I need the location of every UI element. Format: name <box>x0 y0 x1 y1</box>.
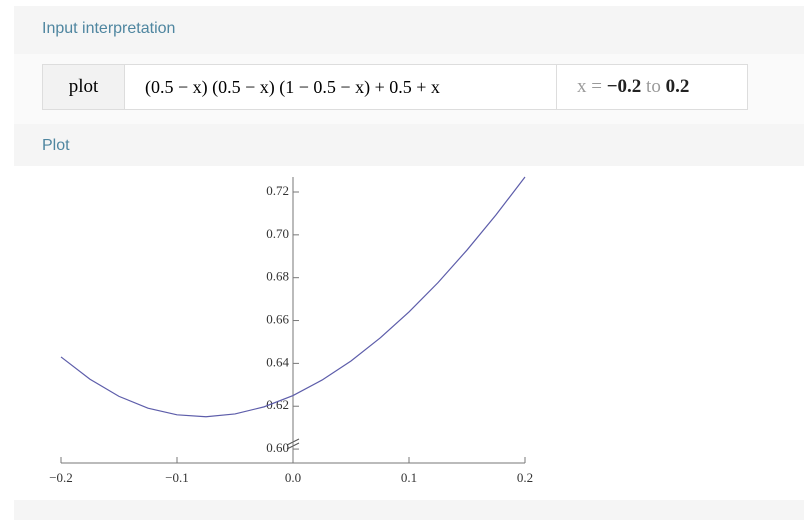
pod-header <box>14 6 804 54</box>
expression: (0.5 − x) (0.5 − x) (1 − 0.5 − x) + 0.5 … <box>145 76 440 97</box>
x-tick-label: −0.2 <box>49 470 73 485</box>
input-table: plot (0.5 − x) (0.5 − x) (1 − 0.5 − x) +… <box>42 64 748 110</box>
command: plot <box>68 76 99 97</box>
pod-title: Input interpretation <box>42 20 176 37</box>
command-cell: plot <box>43 65 125 109</box>
range-from: −0.2 <box>606 76 642 97</box>
y-tick-label: 0.68 <box>266 269 289 284</box>
x-tick-label: −0.1 <box>165 470 189 485</box>
range-to: 0.2 <box>665 76 690 97</box>
range-variable: x = <box>577 76 602 97</box>
pod-header <box>14 124 804 166</box>
y-tick-label: 0.60 <box>266 440 289 455</box>
range-cell: x = −0.2 to 0.2 <box>557 65 747 109</box>
y-tick-label: 0.64 <box>266 354 289 369</box>
y-tick-label: 0.72 <box>266 183 289 198</box>
x-tick-label: 0.0 <box>285 470 301 485</box>
x-tick-label: 0.1 <box>401 470 417 485</box>
x-tick-label: 0.2 <box>517 470 533 485</box>
range-to-word: to <box>646 76 661 97</box>
pod-footer <box>14 500 804 520</box>
y-tick-label: 0.62 <box>266 397 289 412</box>
plot-area: −0.2 −0.1 0.0 0.1 0.2 0.60 0.62 0.64 0.66 0.68 0.7… <box>49 176 533 485</box>
line <box>60 176 526 418</box>
y-tick-label: 0.70 <box>266 226 289 241</box>
pod-title: Plot <box>42 137 70 154</box>
y-tick-label: 0.66 <box>266 312 289 327</box>
expression-cell: (0.5 − x) (0.5 − x) (1 − 0.5 − x) + 0.5 … <box>125 65 557 109</box>
